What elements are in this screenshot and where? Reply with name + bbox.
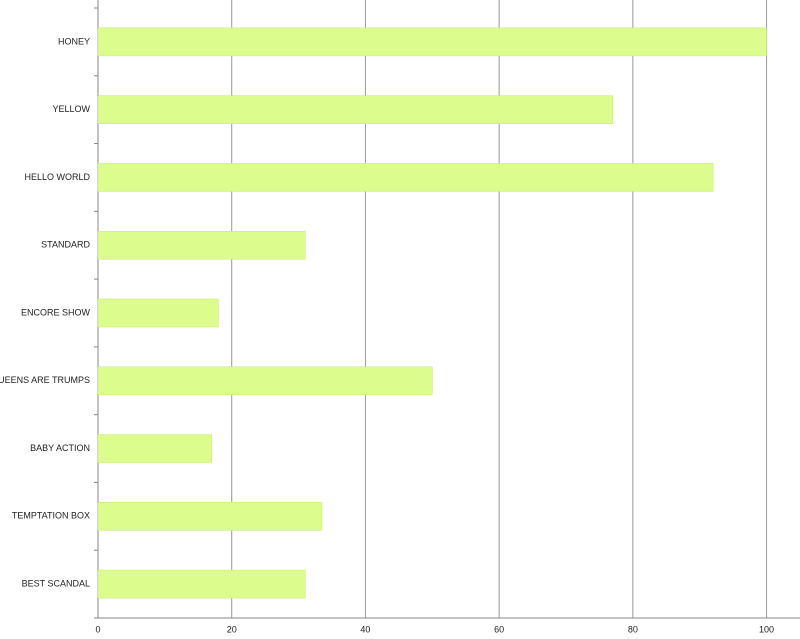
bar [97, 298, 219, 328]
x-tick-label: 0 [95, 624, 100, 634]
x-tick-label: 20 [227, 624, 237, 634]
bar [97, 366, 433, 396]
y-tick-label: YELLOW [52, 104, 90, 114]
x-tick-label: 60 [494, 624, 504, 634]
x-tick-label: 100 [759, 624, 774, 634]
bar [97, 569, 306, 599]
bar [97, 163, 714, 192]
y-tick-label: STANDARD [41, 240, 90, 250]
bar [97, 27, 767, 57]
bar [97, 434, 212, 463]
y-tick-label: HONEY [58, 36, 90, 46]
bar [97, 95, 614, 124]
y-tick-label: ENCORE SHOW [21, 307, 91, 317]
y-tick-label: HELLO WORLD [24, 172, 90, 182]
x-tick-label: 80 [628, 624, 638, 634]
y-tick-label: TEMPTATION BOX [12, 511, 90, 521]
x-tick-label: 40 [360, 624, 370, 634]
bar [97, 230, 306, 260]
bar [97, 502, 323, 531]
y-tick-label: BABY ACTION [30, 443, 90, 453]
y-tick-label: QUEENS ARE TRUMPS [0, 375, 90, 385]
y-tick-label: BEST SCANDAL [22, 578, 90, 588]
